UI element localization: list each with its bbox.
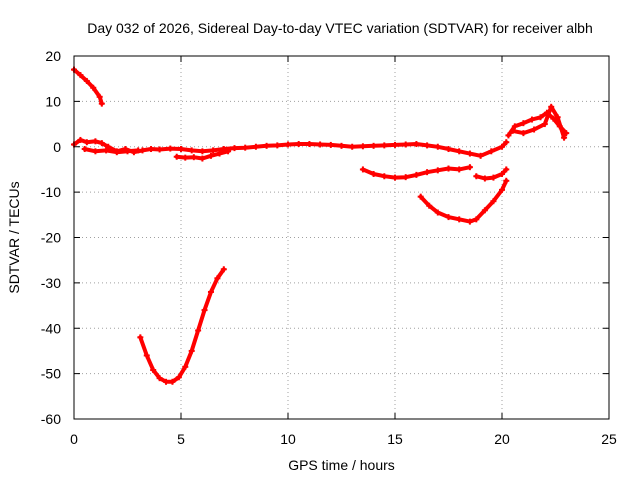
data-series xyxy=(71,66,570,385)
x-tick-label: 25 xyxy=(601,431,617,447)
y-tick-label: -40 xyxy=(41,320,61,336)
y-axis-label: SDTVAR / TECUs xyxy=(6,181,22,293)
axis-ticks: 0 5 10 15 20 25 20 10 0 -10 -20 -30 -40 -50 -60 xyxy=(41,48,617,447)
y-tick-label: 20 xyxy=(45,48,61,64)
series-deep-trough xyxy=(137,266,227,385)
series-late-rise-secondary xyxy=(509,103,568,141)
grid-lines xyxy=(74,56,609,419)
chart-title: Day 032 of 2026, Sidereal Day-to-day VTE… xyxy=(87,20,593,36)
series-secondary-dip-5-7 xyxy=(173,148,232,162)
series-line xyxy=(138,267,226,384)
y-tick-label: -20 xyxy=(41,230,61,246)
x-tick-label: 10 xyxy=(280,431,296,447)
x-tick-label: 0 xyxy=(70,431,78,447)
y-tick-label: -50 xyxy=(41,366,61,382)
y-tick-label: -10 xyxy=(41,184,61,200)
y-tick-label: 10 xyxy=(45,93,61,109)
x-tick-label: 15 xyxy=(387,431,403,447)
x-axis-label: GPS time / hours xyxy=(288,457,395,473)
series-deeper-dip-16-20 xyxy=(417,177,510,225)
x-tick-label: 5 xyxy=(177,431,185,447)
series-short-dip-19-20 xyxy=(473,166,510,182)
series-early-decline xyxy=(71,66,105,107)
y-tick-label: -60 xyxy=(41,411,61,427)
x-tick-label: 20 xyxy=(494,431,510,447)
series-secondary-lower-left xyxy=(81,146,142,156)
series-mid-dip-14-17 xyxy=(359,164,473,181)
y-tick-label: -30 xyxy=(41,275,61,291)
y-tick-label: 0 xyxy=(53,139,61,155)
